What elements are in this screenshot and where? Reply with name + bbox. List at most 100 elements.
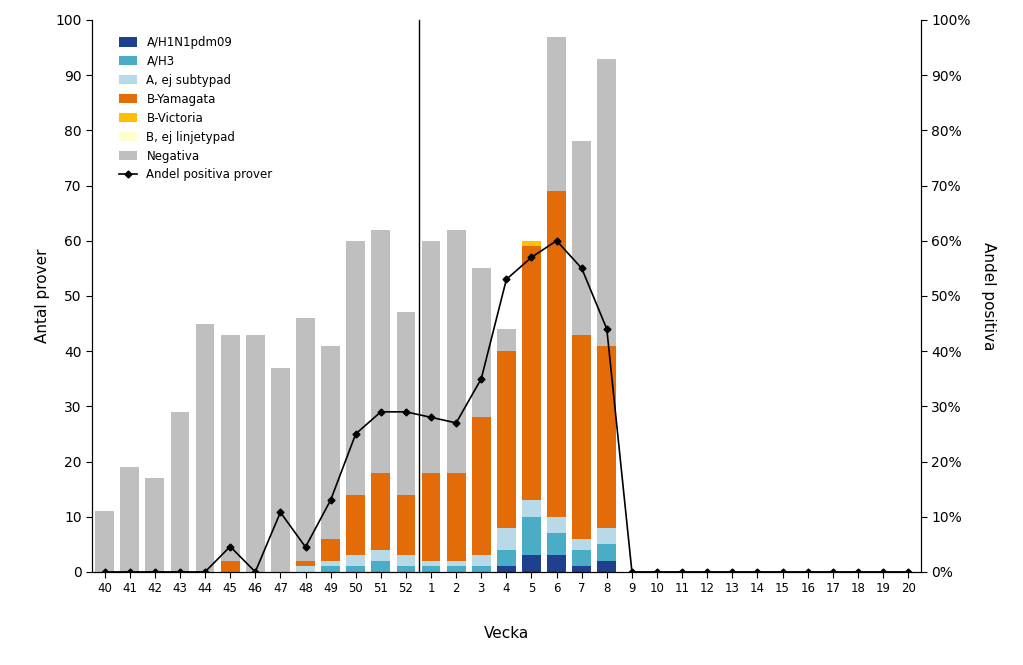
Bar (522, 246, 541, 500)
Bar (497, 528, 516, 550)
Bar (321, 539, 340, 561)
Bar (597, 346, 616, 528)
Bar (371, 561, 390, 572)
Bar (547, 533, 566, 555)
X-axis label: Vecka: Vecka (484, 626, 529, 641)
Bar (447, 567, 465, 572)
Andel positiva prover (550, 237, 563, 245)
Bar (95, 511, 114, 572)
Bar (221, 561, 239, 572)
Bar (597, 59, 616, 346)
Bar (321, 346, 340, 539)
Bar (572, 142, 591, 334)
Andel positiva prover (802, 568, 814, 576)
Andel positiva prover (526, 253, 538, 261)
Bar (497, 567, 516, 572)
Bar (547, 191, 566, 517)
Bar (371, 550, 390, 561)
Andel positiva prover (148, 568, 161, 576)
Andel positiva prover (902, 568, 915, 576)
Andel positiva prover (626, 568, 638, 576)
Bar (347, 555, 365, 567)
Andel positiva prover (174, 568, 186, 576)
Bar (371, 229, 390, 473)
Bar (522, 500, 541, 517)
Andel positiva prover (400, 408, 412, 416)
Andel positiva prover (877, 568, 889, 576)
Bar (397, 555, 415, 567)
Andel positiva prover (651, 568, 663, 576)
Bar (472, 567, 491, 572)
Andel positiva prover (300, 543, 312, 551)
Bar (572, 550, 591, 567)
Andel positiva prover (450, 419, 462, 427)
Andel positiva prover (751, 568, 763, 576)
Bar (447, 473, 465, 561)
Bar (145, 478, 165, 572)
Bar (572, 539, 591, 550)
Bar (597, 528, 616, 544)
Bar (421, 567, 441, 572)
Bar (221, 334, 239, 561)
Andel positiva prover (475, 375, 487, 383)
Andel positiva prover (701, 568, 713, 576)
Bar (572, 567, 591, 572)
Andel positiva prover (425, 414, 437, 422)
Bar (497, 329, 516, 351)
Andel positiva prover (576, 264, 588, 273)
Bar (271, 368, 290, 572)
Bar (171, 412, 189, 572)
Andel positiva prover (827, 568, 839, 576)
Legend: A/H1N1pdm09, A/H3, A, ej subtypad, B-Yamagata, B-Victoria, B, ej linjetypad, Neg: A/H1N1pdm09, A/H3, A, ej subtypad, B-Yam… (115, 31, 277, 186)
Bar (296, 567, 315, 572)
Bar (547, 517, 566, 533)
Bar (371, 473, 390, 550)
Y-axis label: Antal prover: Antal prover (35, 249, 50, 343)
Andel positiva prover (324, 496, 337, 504)
Bar (296, 318, 315, 561)
Bar (397, 567, 415, 572)
Bar (447, 561, 465, 567)
Bar (522, 241, 541, 246)
Bar (397, 495, 415, 555)
Bar (472, 555, 491, 567)
Bar (347, 495, 365, 555)
Bar (397, 313, 415, 495)
Andel positiva prover (601, 325, 613, 333)
Bar (347, 567, 365, 572)
Andel positiva prover (124, 568, 136, 576)
Bar (497, 550, 516, 567)
Andel positiva prover (274, 508, 286, 516)
Bar (472, 418, 491, 555)
Bar (195, 323, 215, 572)
Bar (321, 561, 340, 567)
Andel positiva prover (250, 568, 262, 576)
Bar (497, 351, 516, 528)
Bar (547, 555, 566, 572)
Bar (522, 555, 541, 572)
Bar (547, 37, 566, 191)
Andel positiva prover (198, 568, 211, 576)
Bar (121, 467, 139, 572)
Y-axis label: Andel positiva: Andel positiva (981, 242, 995, 350)
Bar (472, 268, 491, 418)
Bar (421, 241, 441, 473)
Bar (421, 561, 441, 567)
Andel positiva prover (726, 568, 739, 576)
Andel positiva prover (500, 275, 513, 283)
Line: Andel positiva prover: Andel positiva prover (102, 238, 910, 575)
Andel positiva prover (374, 408, 387, 416)
Bar (447, 229, 465, 473)
Bar (597, 544, 616, 561)
Bar (321, 567, 340, 572)
Bar (572, 334, 591, 539)
Bar (246, 334, 265, 572)
Bar (421, 473, 441, 561)
Andel positiva prover (776, 568, 789, 576)
Andel positiva prover (98, 568, 110, 576)
Bar (522, 517, 541, 555)
Andel positiva prover (350, 430, 362, 438)
Andel positiva prover (224, 543, 236, 551)
Bar (296, 561, 315, 567)
Andel positiva prover (852, 568, 864, 576)
